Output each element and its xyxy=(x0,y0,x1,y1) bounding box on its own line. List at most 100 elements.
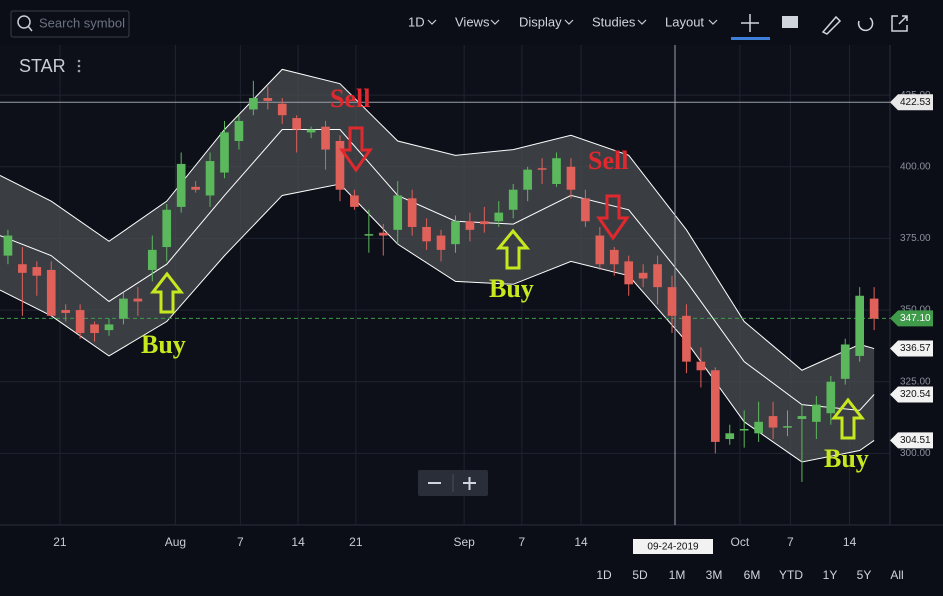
candle-body xyxy=(638,272,648,279)
candle-body xyxy=(855,295,865,356)
candle-body xyxy=(480,221,489,225)
candle-body xyxy=(350,195,359,207)
plot: 300.00325.00350.00375.00400.00425.0021Au… xyxy=(0,45,943,554)
reset-icon[interactable] xyxy=(857,17,874,32)
annotation: Buy xyxy=(824,444,869,473)
range-button[interactable]: 1M xyxy=(669,568,686,582)
candle-body xyxy=(46,269,56,316)
candle-body xyxy=(249,98,258,110)
search-icon xyxy=(17,15,31,29)
crosshair-date: 09-24-2019 xyxy=(647,542,699,553)
candle-body xyxy=(624,261,634,285)
x-tick-label: Sep xyxy=(453,535,475,549)
menu[interactable]: Layout xyxy=(665,14,704,29)
draw-icon[interactable] xyxy=(821,15,842,35)
candle-body xyxy=(176,163,186,207)
x-tick-label: Oct xyxy=(731,535,750,549)
candle-body xyxy=(465,221,475,230)
y-tick-label: 400.00 xyxy=(900,161,931,172)
candle-body xyxy=(537,168,547,170)
dropdown-carets xyxy=(427,19,718,25)
range-button[interactable]: 5Y xyxy=(857,568,872,582)
search-placeholder: Search symbol xyxy=(39,15,125,30)
candle-body xyxy=(162,209,172,248)
candle-body xyxy=(147,249,157,270)
candle-body xyxy=(407,198,417,227)
candle-body xyxy=(321,126,330,150)
menu[interactable]: Display xyxy=(519,14,562,29)
candle-body xyxy=(797,416,807,419)
range-button[interactable]: All xyxy=(890,568,903,582)
price-tag-label: 320.54 xyxy=(900,389,931,400)
x-tick-label: 7 xyxy=(519,535,526,549)
price-tag xyxy=(890,432,933,449)
candle-body xyxy=(306,129,316,133)
price-tag xyxy=(890,340,933,357)
range-button[interactable]: 5D xyxy=(632,568,648,582)
candle-body xyxy=(523,169,532,190)
candle-body xyxy=(61,310,71,313)
candle-body xyxy=(75,310,85,333)
band-fill xyxy=(0,69,875,462)
candle-body xyxy=(609,249,619,265)
range-buttons: 1D 5D 1M 3M 6M YTD 1Y 5Y All xyxy=(596,568,903,582)
menu-dots[interactable] xyxy=(77,59,81,73)
popout-icon[interactable] xyxy=(891,15,908,32)
candle-body xyxy=(552,158,561,184)
candle-body xyxy=(451,221,460,245)
range-button[interactable]: 6M xyxy=(744,568,761,582)
crosshair-tool[interactable] xyxy=(741,14,759,32)
candle-body xyxy=(826,381,836,414)
candle-body xyxy=(191,186,200,190)
annotation: Buy xyxy=(489,274,534,303)
candle-body xyxy=(335,141,345,190)
search-box[interactable] xyxy=(10,10,130,38)
symbol: STAR xyxy=(19,56,66,76)
candle-body xyxy=(292,118,301,130)
x-tick-label: 7 xyxy=(787,535,794,549)
range-button[interactable]: YTD xyxy=(779,568,803,582)
menu[interactable]: Studies xyxy=(592,14,636,29)
range-button[interactable]: 1Y xyxy=(823,568,838,582)
x-tick-label: 7 xyxy=(237,535,244,549)
candle-body xyxy=(754,421,763,434)
candle-body xyxy=(220,132,229,173)
candle-body xyxy=(783,426,792,428)
zoom-in[interactable] xyxy=(463,477,476,490)
range-button[interactable]: 1D xyxy=(596,568,612,582)
candle-body xyxy=(710,370,720,442)
menu[interactable]: Views xyxy=(455,14,490,29)
range-button[interactable]: 3M xyxy=(706,568,723,582)
annotation: Sell xyxy=(330,84,370,113)
candle-body xyxy=(436,235,446,250)
y-tick-label: 350.00 xyxy=(900,305,931,316)
candle-body xyxy=(277,103,287,116)
interval[interactable]: 1D xyxy=(408,14,425,29)
y-tick-label: 300.00 xyxy=(900,448,931,459)
price-tag xyxy=(890,386,933,403)
price-tag-label: 347.10 xyxy=(900,313,931,324)
notes-icon[interactable] xyxy=(782,16,798,28)
candle-body xyxy=(422,226,431,242)
candle-body xyxy=(581,198,590,222)
candle-body xyxy=(32,267,42,276)
price-tag-label: 336.57 xyxy=(900,343,931,354)
crosshair-date-box xyxy=(633,539,713,554)
candle-body xyxy=(205,161,215,196)
x-tick-label: 14 xyxy=(843,535,857,549)
y-tick-label: 325.00 xyxy=(900,376,931,387)
x-tick-label: 21 xyxy=(53,535,67,549)
candle-body xyxy=(667,287,677,316)
x-tick-label: 21 xyxy=(349,535,363,549)
candle-body xyxy=(566,166,576,190)
candle-body xyxy=(508,189,518,210)
annotation: Buy xyxy=(141,330,186,359)
candle-body xyxy=(739,429,749,431)
candle-body xyxy=(494,212,504,222)
price-tag-label: 304.51 xyxy=(900,435,931,446)
band-line xyxy=(0,68,875,371)
candle-body xyxy=(234,120,244,141)
band-line xyxy=(0,183,875,463)
price-tag-label: 422.53 xyxy=(900,97,931,108)
